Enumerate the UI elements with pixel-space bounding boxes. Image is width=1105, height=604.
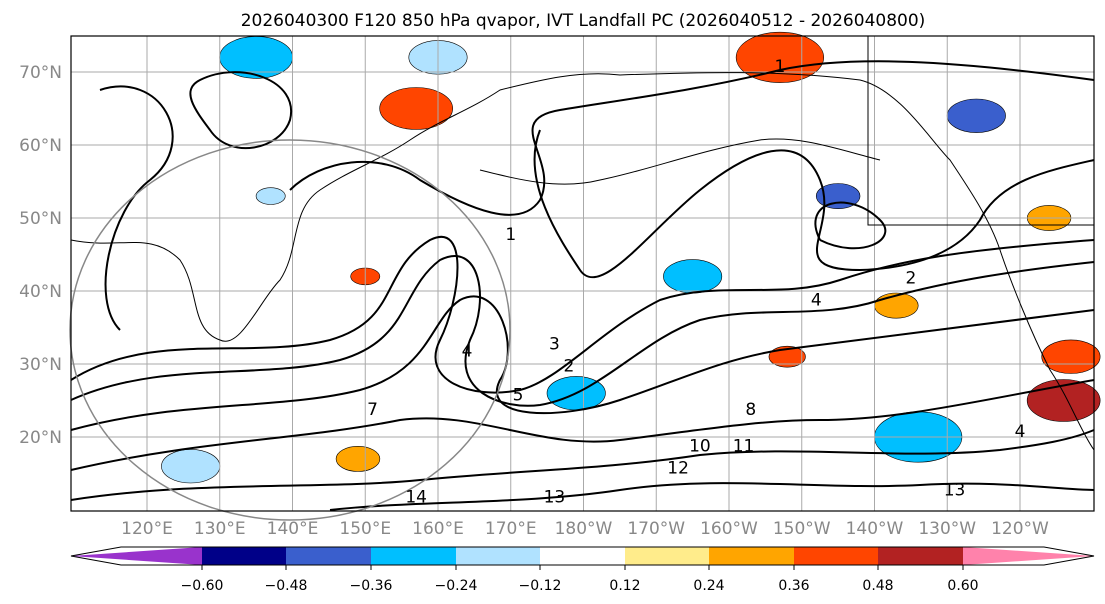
lon-tick-label: 170°E (485, 519, 537, 539)
lon-tick-label: 140°E (267, 519, 319, 539)
shading-blob (161, 449, 221, 484)
lat-tick-label: 50°N (19, 209, 62, 229)
lon-tick-label: 160°E (412, 519, 464, 539)
coastline (479, 138, 881, 185)
contour-label: 4 (811, 291, 822, 311)
contour-label: 7 (367, 400, 378, 420)
contour-label: 4 (1015, 422, 1026, 442)
shading-blob (379, 87, 453, 130)
contour-label: 2 (905, 269, 916, 289)
shading-blob (335, 445, 381, 472)
contour-label: 12 (667, 459, 689, 479)
shading-blob (874, 292, 919, 319)
contour-line (70, 429, 1095, 501)
lon-tick-label: 150°W (773, 519, 831, 539)
contour-label: 8 (745, 400, 756, 420)
colorbar-segment (709, 547, 794, 565)
contour-line (289, 60, 1095, 216)
colorbar-segment (202, 547, 286, 565)
contour-label: 14 (405, 488, 427, 508)
contour-line (70, 236, 1095, 394)
contour-label: 1 (775, 57, 786, 77)
contour-label: 11 (733, 437, 755, 457)
contour-label: 10 (689, 437, 711, 457)
lat-tick-label: 20°N (19, 428, 62, 448)
coastlines (70, 36, 1095, 451)
contour-label: 5 (513, 386, 524, 406)
colorbar-tick-label: −0.36 (350, 578, 393, 594)
shading-blob (946, 98, 1006, 133)
lon-tick-label: 150°E (339, 519, 391, 539)
contour-line (70, 295, 1095, 431)
lat-tick-label: 70°N (19, 63, 62, 83)
colorbar-tick-label: −0.24 (435, 578, 478, 594)
lat-tick-label: 40°N (19, 282, 62, 302)
colorbar-extend-max (963, 547, 1094, 565)
lon-tick-label: 140°W (846, 519, 904, 539)
colorbar-tick-label: 0.48 (862, 578, 893, 594)
contour-line (70, 255, 1095, 407)
latitude-labels: 70°N 60°N 50°N 40°N 30°N 20°N (19, 63, 62, 448)
colorbar-segment (456, 547, 540, 565)
longitude-labels: 120°E 130°E 140°E 150°E 160°E 170°E 180°W 170°W… (121, 519, 1049, 539)
lon-tick-label: 130°E (194, 519, 246, 539)
contour-line (814, 201, 887, 250)
lon-tick-label: 160°W (700, 519, 758, 539)
lon-tick-label: 120°W (991, 519, 1049, 539)
colorbar-segment (794, 547, 878, 565)
lon-tick-label: 120°E (121, 519, 173, 539)
contour-label: 2 (564, 356, 575, 376)
colorbar-tick-label: 0.12 (609, 578, 640, 594)
map-title: 2026040300 F120 850 hPa qvapor, IVT Land… (241, 11, 926, 31)
ivt-contours (70, 60, 1095, 511)
lon-tick-label: 180°W (555, 519, 613, 539)
lat-tick-label: 60°N (19, 136, 62, 156)
colorbar-segment (625, 547, 709, 565)
shading-blob (1041, 339, 1101, 374)
lon-tick-label: 130°W (918, 519, 976, 539)
colorbar: −0.60 −0.48 −0.36 −0.24 −0.12 0.12 0.24 0.36 0.4… (70, 546, 1095, 594)
shading-blob (255, 187, 286, 205)
contour-label: 1 (505, 225, 516, 245)
contour-line (99, 85, 174, 331)
shading-blob (768, 345, 806, 368)
contour-line (189, 71, 293, 149)
colorbar-segment (878, 547, 963, 565)
contour-label: 13 (544, 488, 566, 508)
colorbar-tick-label: −0.48 (265, 578, 308, 594)
lon-tick-label: 170°W (627, 519, 685, 539)
contour-label: 13 (944, 480, 966, 500)
colorbar-tick-label: −0.60 (181, 578, 224, 594)
shading-blob (663, 259, 723, 294)
colorbar-tick-label: 0.36 (778, 578, 809, 594)
domain-circle (69, 139, 511, 521)
colorbar-tick-label: −0.12 (519, 578, 562, 594)
contour-line (70, 379, 1095, 471)
contour-line (329, 482, 1095, 511)
coastline (70, 72, 1095, 451)
colorbar-tick-label: 0.60 (947, 578, 978, 594)
contour-label: 4 (462, 342, 473, 362)
colorbar-outline (70, 546, 1095, 566)
colorbar-extend-min (71, 547, 202, 565)
colorbar-segment (286, 547, 371, 565)
coastline (867, 36, 1094, 226)
contour-label: 3 (549, 334, 560, 354)
colorbar-segment (371, 547, 456, 565)
contour-line (533, 129, 1095, 279)
lat-tick-label: 30°N (19, 355, 62, 375)
map-frame (70, 35, 1095, 512)
shading-blob (1026, 379, 1101, 422)
colorbar-segment (540, 547, 625, 565)
colorbar-tick-label: 0.24 (693, 578, 724, 594)
